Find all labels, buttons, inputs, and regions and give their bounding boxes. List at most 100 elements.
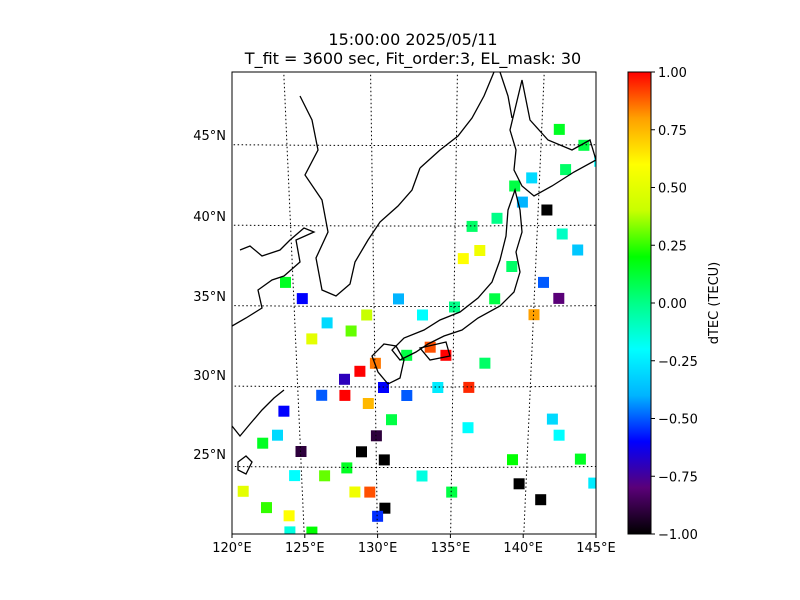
dtec-cell [507,454,518,466]
dtec-cell [401,349,413,361]
colorbar-tick-label: −1.00 [658,528,698,543]
dtec-cell [372,510,384,522]
dtec-cell [466,220,478,232]
dtec-cell [283,510,295,522]
coastline-china [232,227,316,438]
coastline-hokkaido [509,79,596,197]
dtec-cell [449,301,460,313]
coastline-kyushu [371,343,405,385]
dtec-cell [378,454,390,466]
dtec-cell [379,502,391,514]
dtec-cell [556,228,568,240]
lon-tick-label: 135°E [431,541,471,556]
lon-tick-label: 145°E [576,541,616,556]
lon-ticks: 120°E 125°E 130°E 135°E 140°E 145°E [212,534,616,556]
dtec-cell [339,389,351,401]
dtec-cell [364,486,376,498]
dtec-cell [417,309,428,321]
dtec-cell [513,478,525,490]
dtec-cell [278,405,290,417]
dtec-cell [463,381,475,393]
dtec-cell [509,180,521,192]
dtec-cell [588,477,596,489]
dtec-cell [237,485,249,497]
lon-tick-label: 120°E [212,541,252,556]
lat-tick-label: 30°N [193,369,226,384]
colorbar-tick-label: 0.50 [658,182,687,197]
dtec-cell [401,390,413,401]
dtec-cell [516,196,528,208]
coastline-korea [299,95,421,297]
coastline-taiwan [237,455,253,475]
dtec-cell [572,244,584,256]
dtec-cell [578,139,590,151]
dtec-cell [296,293,308,305]
meridian-line [450,72,458,534]
dtec-cell [446,486,458,498]
parallel-line [232,144,596,146]
colorbar-tick-label: −0.50 [658,413,698,428]
dtec-cell [424,341,436,353]
dtec-cell [284,526,296,534]
colorbar-bar [627,71,652,535]
colorbar-tick-label: 1.00 [658,66,687,81]
dtec-cell [261,502,272,514]
colorbar-label: dTEC (TECU) [707,262,722,345]
map-frame [231,71,597,535]
lon-tick-label: 125°E [285,541,325,556]
chart-title-time: 15:00:00 2025/05/11 [328,30,498,49]
coastline-shikoku [418,341,451,361]
colorbar: 1.00 0.75 0.50 0.25 0.00 −0.25 −0.50 −0.75 −1.00… [627,66,722,543]
dtec-cell [306,333,318,345]
dtec-cell [341,462,353,474]
lon-tick-label: 130°E [358,541,398,556]
dtec-cell [491,212,503,224]
dtec-cell [541,204,553,216]
dtec-cell [289,470,301,482]
lon-tick-label: 140°E [503,541,543,556]
lat-tick-label: 45°N [193,129,226,144]
meridian-line [109,63,162,578]
colorbar-tick-label: 0.00 [658,297,687,312]
dtec-cell [257,437,269,449]
parallel-line [232,224,596,227]
dtec-cell [560,164,572,176]
dtec-cell [356,446,367,458]
dtec-cell [272,429,283,441]
dtec-cell [361,309,373,321]
dtec-cell [489,293,501,305]
parallel-line [109,63,718,65]
chart-title-params: T_fit = 3600 sec, Fit_order:3, EL_mask: … [244,49,582,68]
colorbar-tick-label: 0.25 [658,239,687,254]
dtec-cell [362,398,374,409]
dtec-cell [526,172,538,184]
coastline-sakhalin [499,72,513,119]
dtec-cell [462,422,474,434]
dtec-cell [416,470,428,482]
coastline-honshu [391,187,523,361]
dtec-cell [440,349,452,361]
dtec-cell [386,414,397,426]
lat-tick-label: 35°N [193,290,226,305]
meridian-line [370,72,378,534]
graticule [109,63,718,578]
dtec-cell [393,293,404,305]
lat-tick-label: 40°N [193,210,226,225]
dtec-cell [553,429,565,441]
coastline-russia [419,72,495,169]
dtec-cell [479,357,491,369]
lat-ticks: 25°N 30°N 35°N 40°N 45°N [193,129,226,463]
dtec-cell [594,155,596,167]
dtec-cell [574,453,586,465]
parallel-line [232,385,596,388]
dtec-cell [457,253,469,265]
dtec-cell [553,123,565,135]
dtec-cell [535,494,547,506]
dtec-cell [506,261,518,272]
colorbar-tick-label: 0.75 [658,124,687,139]
dtec-cell [474,245,486,256]
colorbar-ticks: 1.00 0.75 0.50 0.25 0.00 −0.25 −0.50 −0.75 −1.00 [651,66,698,543]
coastlines [232,72,596,475]
dtec-cell [432,382,444,393]
